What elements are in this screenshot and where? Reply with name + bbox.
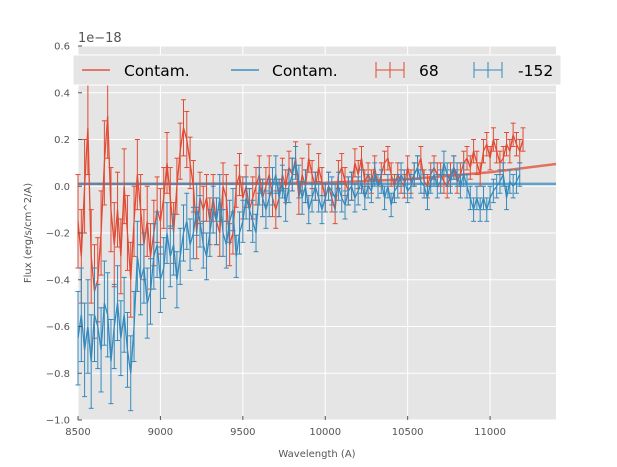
x-axis-ticks: 8500 9000 9500 10000 10500 11000 [65,416,506,438]
x-tick-label: 9000 [148,427,173,438]
y-tick-label: −0.6 [46,322,70,333]
x-tick-label: 11000 [474,427,506,438]
y-tick-label: 0.2 [54,135,70,146]
x-tick-label: 9500 [230,427,255,438]
y-tick-label: −0.8 [46,369,70,380]
series-2-line [77,162,521,374]
y-offset-label: 1e−18 [78,31,122,46]
series-1-line [77,116,524,292]
grid-lines [77,45,556,421]
legend-contam-2-label: Contam. [272,62,338,80]
x-axis-label: Wavelength (A) [278,449,355,460]
x-tick-label: 10000 [309,427,341,438]
y-tick-label: 0.0 [54,182,70,193]
y-axis-label: Flux (erg/s/cm^2/A) [23,183,34,283]
legend-68-swatch [375,62,405,78]
legend-neg152-swatch [473,62,503,78]
y-tick-label: −0.2 [46,229,70,240]
y-tick-label: −1.0 [46,416,70,427]
x-tick-label: 10500 [392,427,424,438]
y-tick-label: 0.4 [54,88,70,99]
legend-neg152-label: -152 [518,62,553,80]
legend: Contam. Contam. 68 -152 [72,54,562,86]
y-tick-label: −0.4 [46,275,70,286]
series-1 [75,73,526,339]
legend-68-label: 68 [419,62,439,80]
legend-contam-1-label: Contam. [124,62,190,80]
series-layer [75,73,526,412]
series-2 [75,146,523,412]
y-axis-ticks: −1.0 −0.8 −0.6 −0.4 −0.2 0.0 0.2 0.4 0.6 [46,42,82,427]
x-tick-label: 8500 [65,427,90,438]
y-tick-label: 0.6 [54,42,70,53]
